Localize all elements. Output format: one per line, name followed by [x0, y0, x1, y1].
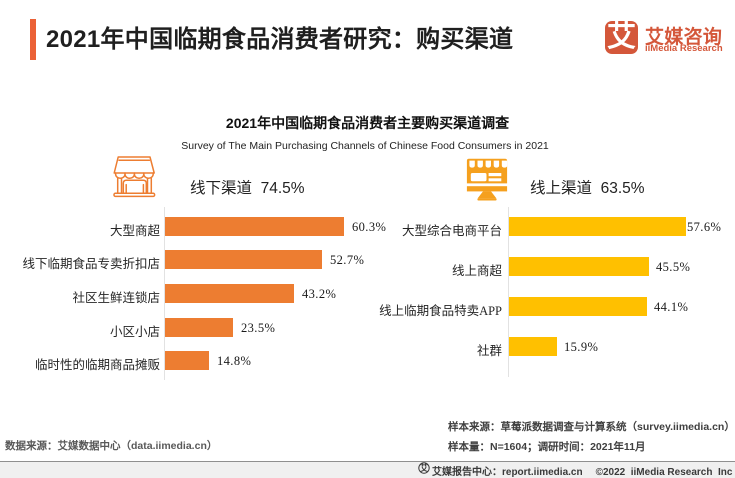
- svg-text:艾: 艾: [419, 463, 428, 473]
